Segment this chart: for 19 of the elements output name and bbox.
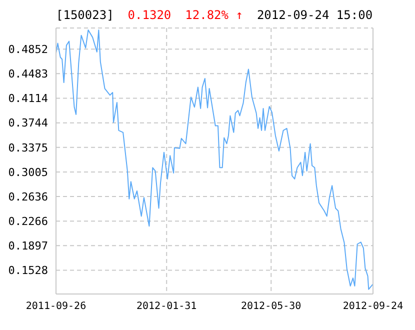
text: 12.82% ↑ — [185, 8, 243, 24]
text: 2012-09-24 15:00 — [256, 8, 373, 24]
y-tick-label: 0.2266 — [8, 215, 48, 228]
y-tick-label: 0.1897 — [8, 240, 48, 253]
x-tick-label: 2012-09-24 — [342, 301, 404, 312]
y-tick-label: 0.4114 — [8, 92, 48, 106]
x-tick-label: 2012-05-30 — [241, 301, 302, 312]
y-tick-label: 0.4852 — [8, 43, 48, 56]
y-tick-label: 0.1528 — [8, 264, 48, 278]
x-tick-label: 2011-09-26 — [26, 301, 86, 312]
y-tick-label: 0.3744 — [8, 116, 48, 130]
y-tick-label: 0.3375 — [8, 141, 48, 154]
line-series — [56, 29, 373, 290]
y-tick-label: 0.4483 — [8, 68, 48, 81]
y-tick-label: 0.3005 — [8, 166, 48, 179]
text: 0.1320 — [128, 8, 172, 24]
y-tick-label: 0.2636 — [8, 190, 48, 204]
x-tick-label: 2012-01-31 — [136, 301, 197, 312]
chart-title: [150023] — [56, 8, 114, 24]
